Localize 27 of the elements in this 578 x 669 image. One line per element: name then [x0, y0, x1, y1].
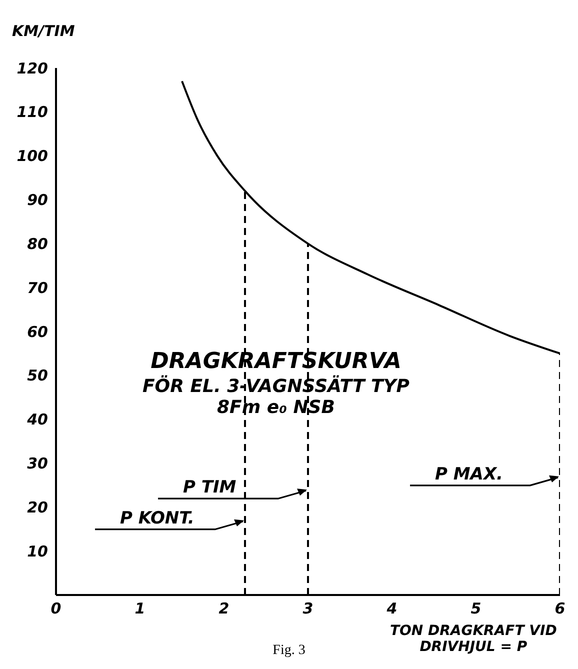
- annotation: P MAX.: [435, 464, 504, 484]
- caption: Fig. 3: [272, 643, 306, 658]
- y-tick-label: 40: [26, 410, 48, 429]
- y-tick-label: 60: [27, 322, 48, 341]
- annotation: P TIM: [183, 478, 236, 498]
- y-tick-label: 110: [16, 103, 48, 122]
- text: DRAGKRAFTSKURVA: [150, 349, 402, 374]
- annotation: P KONT.: [120, 508, 194, 528]
- y-tick-label: 100: [16, 147, 48, 166]
- y-tick-label: 70: [27, 278, 48, 297]
- y-tick-label: 30: [27, 454, 48, 473]
- x-tick-label: 0: [50, 600, 62, 618]
- x-tick-label: 4: [386, 600, 398, 618]
- x-axis-title: TON DRAGKRAFT VID DRIVHJUL = P: [388, 623, 558, 655]
- y-tick-label: 50: [27, 366, 48, 385]
- y-tick-label: 80: [27, 234, 48, 253]
- x-tick-label: 2: [218, 600, 230, 618]
- y-tick-label: 20: [27, 498, 48, 516]
- x-tick-label: 5: [470, 600, 482, 618]
- y-tick-label: 10: [27, 542, 48, 560]
- x-tick-label: 1: [134, 600, 146, 618]
- text: FÖR EL. 3-VAGNSSÄTT TYP 8Fm e₀ NSB: [142, 376, 410, 418]
- y-tick-label: 90: [27, 191, 48, 210]
- y-tick-label: 120: [16, 59, 48, 78]
- x-tick-label: 3: [302, 600, 314, 618]
- x-tick-label: 6: [554, 600, 566, 618]
- y-axis-title: KM/TIM: [12, 22, 75, 40]
